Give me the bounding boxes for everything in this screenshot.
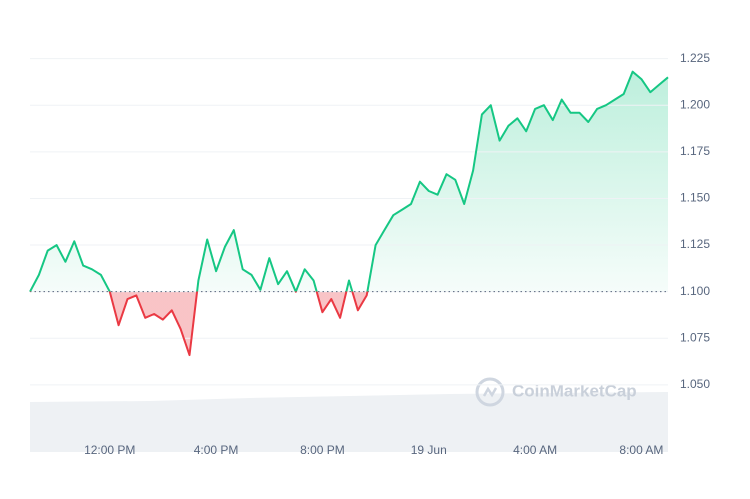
- y-tick-label: 1.175: [680, 144, 710, 158]
- x-tick-label: 4:00 AM: [513, 443, 557, 457]
- x-tick-label: 19 Jun: [411, 443, 447, 457]
- area-fill: [30, 71, 668, 356]
- x-tick-label: 12:00 PM: [84, 443, 135, 457]
- price-line: [29, 70, 669, 357]
- y-tick-label: 1.100: [680, 284, 710, 298]
- x-tick-label: 8:00 AM: [619, 443, 663, 457]
- y-tick-label: 1.200: [680, 97, 710, 111]
- y-tick-label: 1.150: [680, 191, 710, 205]
- volume-area: [30, 392, 668, 452]
- x-tick-label: 4:00 PM: [194, 443, 239, 457]
- watermark: CoinMarketCap: [512, 381, 637, 400]
- y-tick-label: 1.225: [680, 51, 710, 65]
- x-tick-label: 8:00 PM: [300, 443, 345, 457]
- y-tick-label: 1.075: [680, 330, 710, 344]
- logo: [475, 377, 505, 407]
- y-tick-label: 1.125: [680, 237, 710, 251]
- y-tick-label: 1.050: [680, 377, 710, 391]
